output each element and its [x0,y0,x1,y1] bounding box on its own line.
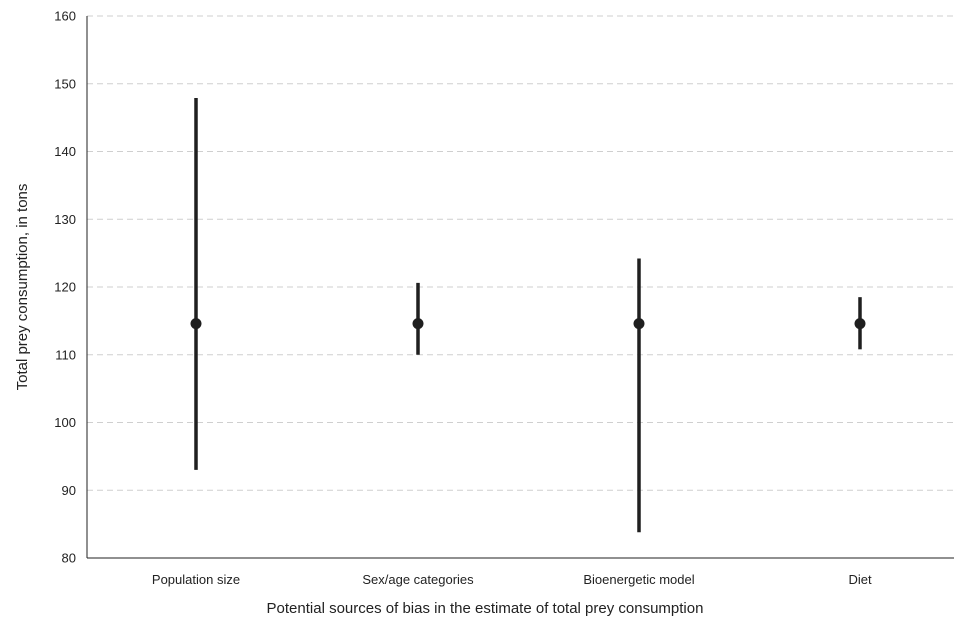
x-tick-labels: Population size Sex/age categories Bioener… [152,572,872,587]
x-tick-label: Bioenergetic model [583,572,694,587]
data-marks [190,97,866,533]
y-tick-label: 130 [54,212,76,227]
y-tick-label: 110 [55,347,76,362]
y-tick-label: 90 [62,483,76,498]
y-tick-labels: 80 90 100 110 120 130 140 150 160 [54,9,76,566]
x-tick-label: Sex/age categories [362,572,474,587]
x-tick-label: Diet [848,572,872,587]
point-estimate [633,318,645,330]
axes [86,16,954,559]
y-tick-label: 80 [62,551,76,566]
x-axis-title: Potential sources of bias in the estimat… [267,600,704,617]
x-tick-label: Population size [152,572,240,587]
point-estimate [190,318,202,330]
y-tick-label: 160 [54,9,76,24]
y-tick-label: 140 [54,144,76,159]
y-tick-label: 150 [54,76,76,91]
y-tick-label: 100 [54,415,76,430]
y-axis-title: Total prey consumption, in tons [14,184,31,391]
point-estimate [412,318,424,330]
y-tick-label: 120 [54,280,76,295]
gridlines [87,15,954,491]
point-estimate [854,318,866,330]
